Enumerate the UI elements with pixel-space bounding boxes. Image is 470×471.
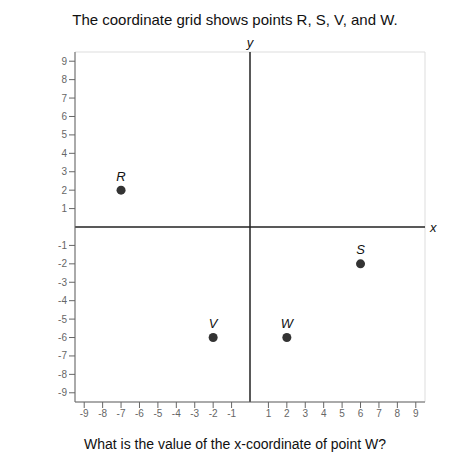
svg-text:2: 2 <box>284 408 290 419</box>
svg-text:-8: -8 <box>58 369 67 380</box>
svg-text:1: 1 <box>61 203 67 214</box>
svg-text:x: x <box>429 220 437 235</box>
svg-text:4: 4 <box>321 408 327 419</box>
svg-text:8: 8 <box>395 408 401 419</box>
svg-text:7: 7 <box>376 408 382 419</box>
svg-text:-6: -6 <box>135 408 144 419</box>
svg-text:9: 9 <box>413 408 419 419</box>
svg-text:-7: -7 <box>58 350 67 361</box>
svg-text:-4: -4 <box>172 408 181 419</box>
svg-text:W: W <box>281 316 295 331</box>
svg-text:1: 1 <box>266 408 272 419</box>
svg-text:9: 9 <box>61 56 67 67</box>
svg-text:6: 6 <box>61 111 67 122</box>
svg-text:8: 8 <box>61 74 67 85</box>
svg-text:-2: -2 <box>58 258 67 269</box>
svg-text:-5: -5 <box>58 314 67 325</box>
svg-text:-3: -3 <box>58 277 67 288</box>
svg-text:V: V <box>209 316 219 331</box>
svg-text:4: 4 <box>61 148 67 159</box>
svg-text:-6: -6 <box>58 332 67 343</box>
svg-text:7: 7 <box>61 93 67 104</box>
svg-text:-8: -8 <box>98 408 107 419</box>
svg-text:-9: -9 <box>80 408 89 419</box>
svg-text:-1: -1 <box>58 240 67 251</box>
svg-text:3: 3 <box>302 408 308 419</box>
svg-text:3: 3 <box>61 166 67 177</box>
svg-text:5: 5 <box>339 408 345 419</box>
svg-text:-5: -5 <box>153 408 162 419</box>
svg-text:-4: -4 <box>58 295 67 306</box>
svg-text:-2: -2 <box>209 408 218 419</box>
svg-text:S: S <box>356 242 365 257</box>
svg-text:-3: -3 <box>190 408 199 419</box>
svg-text:5: 5 <box>61 129 67 140</box>
svg-text:-9: -9 <box>58 387 67 398</box>
html-text:The coordinate grid shows poin: The coordinate grid shows points R, S, V… <box>72 11 398 28</box>
svg-text:-7: -7 <box>117 408 126 419</box>
svg-text:R: R <box>116 169 125 184</box>
svg-text:2: 2 <box>61 185 67 196</box>
svg-text:y: y <box>246 35 255 50</box>
html-text:What is the value of the x-coo: What is the value of the x-coordinate of… <box>84 436 386 452</box>
svg-text:-1: -1 <box>227 408 236 419</box>
svg-text:6: 6 <box>358 408 364 419</box>
